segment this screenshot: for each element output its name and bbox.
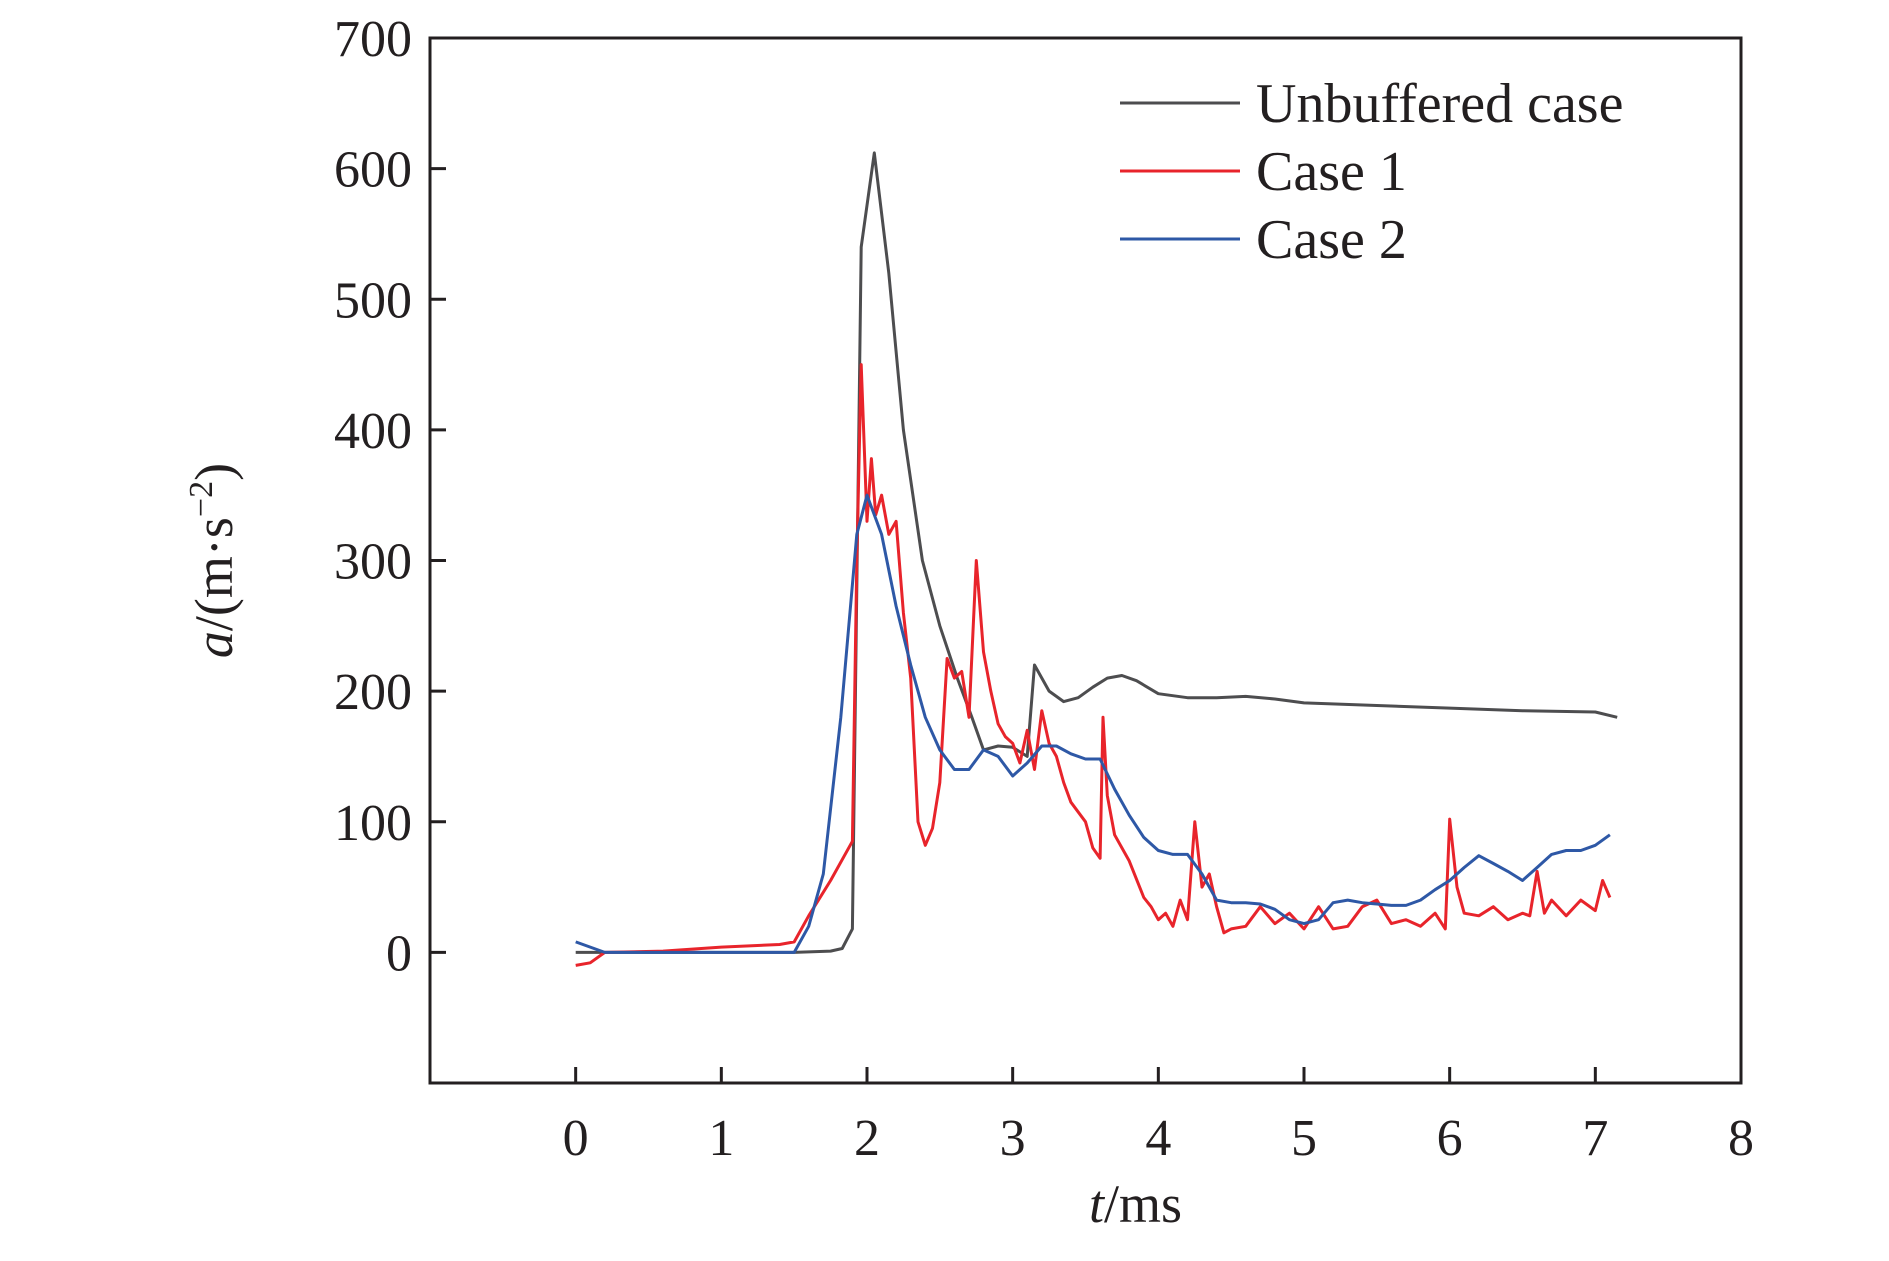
x-tick-label: 7	[1582, 1110, 1608, 1167]
series-line-1	[575, 151, 1618, 954]
y-tick-label: 500	[334, 272, 412, 329]
series-layer	[575, 151, 1618, 967]
y-tick-label: 100	[334, 795, 412, 852]
series-line-3	[575, 493, 1611, 954]
series-line-2	[575, 363, 1612, 967]
plot-area	[428, 36, 1743, 1085]
y-tick-label: 700	[334, 11, 412, 68]
y-axis-unit-exponent: −2	[183, 481, 220, 517]
y-axis-variable: a	[184, 631, 244, 658]
y-tick-label: 400	[334, 403, 412, 460]
x-tick-label: 8	[1728, 1110, 1754, 1167]
x-tick-label: 1	[708, 1110, 734, 1167]
axis-ticks	[430, 36, 1743, 1083]
y-axis-unit: /(m·s	[184, 517, 244, 631]
x-tick-label: 5	[1291, 1110, 1317, 1167]
x-axis-variable: t	[1089, 1174, 1106, 1234]
x-tick-labels: 0 1 2 3 4 5 6 7 8	[563, 1110, 1754, 1167]
legend-label-3: Case 2	[1256, 209, 1407, 271]
x-axis-label: t/ms	[1089, 1174, 1182, 1234]
x-tick-label: 6	[1437, 1110, 1463, 1167]
x-axis-unit: /ms	[1104, 1174, 1182, 1234]
y-tick-label: 300	[334, 534, 412, 591]
x-tick-label: 4	[1145, 1110, 1171, 1167]
y-tick-label: 600	[334, 142, 412, 199]
y-tick-label: 200	[334, 664, 412, 721]
x-tick-label: 2	[854, 1110, 880, 1167]
y-axis-label: a/(m·s−2)	[183, 463, 244, 658]
plot-frame	[428, 36, 1743, 1085]
y-tick-label: 0	[386, 925, 412, 982]
legend-label-1: Unbuffered case	[1256, 73, 1623, 135]
x-tick-label: 0	[563, 1110, 589, 1167]
legend-label-2: Case 1	[1256, 141, 1407, 203]
x-tick-label: 3	[1000, 1110, 1026, 1167]
y-axis-unit-close: )	[184, 463, 244, 481]
y-tick-labels: 0 100 200 300 400 500 600 700	[334, 11, 412, 982]
